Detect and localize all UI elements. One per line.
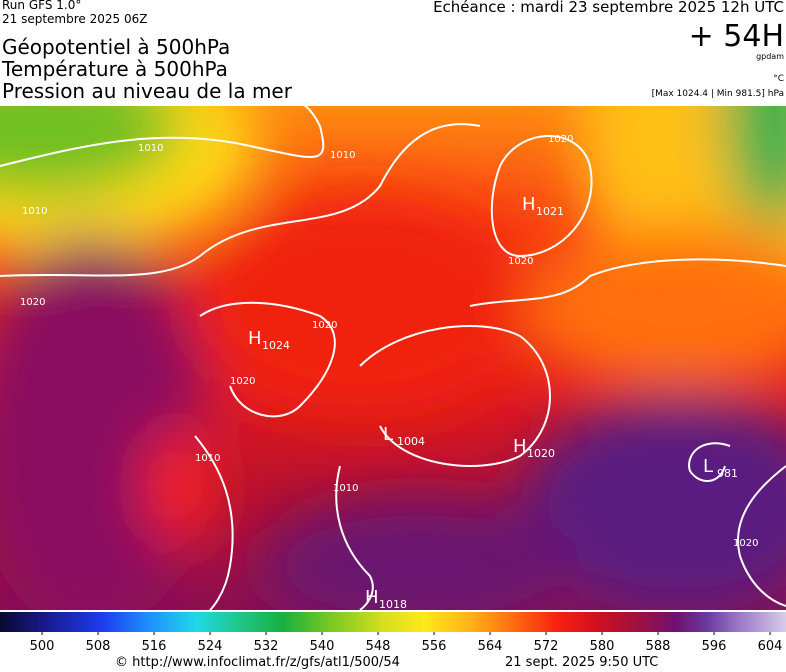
center-kind: L [383, 424, 393, 445]
isobars [0, 106, 786, 610]
tick-label: 604 [758, 639, 783, 654]
pressure-range: [Max 1024.4 | Min 981.5] hPa [651, 89, 784, 99]
center-value: 981 [717, 467, 738, 480]
tick-label: 540 [310, 639, 335, 654]
isobar-label: 1020 [548, 134, 573, 145]
tick-label: 524 [198, 639, 223, 654]
tick-label: 532 [254, 639, 279, 654]
title: Température à 500hPa [2, 57, 228, 81]
tick-label: 580 [590, 639, 615, 654]
lead: + 54H [688, 19, 784, 54]
temp-unit: °C [773, 74, 784, 84]
center-value: 1020 [527, 447, 555, 460]
tick-label: 556 [422, 639, 447, 654]
generated: 21 sept. 2025 9:50 UTC [505, 655, 659, 670]
isobar-label: 1020 [20, 297, 45, 308]
center-kind: H [365, 587, 379, 608]
center-kind: H [513, 436, 527, 457]
title: Pression au niveau de la mer [2, 79, 292, 103]
center-kind: H [522, 194, 536, 215]
colorbar-ticks: 500 508 516 524 532 540 548 556 564 572 580 588 596 6… [30, 632, 783, 654]
run: Run GFS 1.0° [2, 0, 82, 12]
forecast: Echéance : mardi 23 septembre 2025 12h U… [433, 0, 784, 16]
title: Géopotentiel à 500hPa [2, 35, 231, 59]
center-value: 1021 [536, 205, 564, 218]
isobar-label: 1010 [333, 483, 358, 494]
isobar-label: 1010 [330, 150, 355, 161]
isobar-label: 1010 [138, 143, 163, 154]
isobar-label: 1010 [195, 453, 220, 464]
isobar-label: 1020 [230, 376, 255, 387]
center-kind: L [703, 456, 713, 477]
isobar-label: 1020 [733, 538, 758, 549]
isobar-label: 1010 [22, 206, 47, 217]
tick-label: 548 [366, 639, 391, 654]
unit: gpdam [756, 52, 784, 61]
tick-label: 508 [86, 639, 111, 654]
center-value: 1024 [262, 339, 290, 352]
center-value: 1004 [397, 435, 425, 448]
isobar-label: 1020 [508, 256, 533, 267]
tick-label: 500 [30, 639, 55, 654]
tick-label: 564 [478, 639, 503, 654]
tick-label: 572 [534, 639, 559, 654]
isobar-label: 1020 [312, 320, 337, 331]
center-value: 1018 [379, 598, 407, 610]
tick-label: 516 [142, 639, 167, 654]
tick-label: 596 [702, 639, 727, 654]
source: © http://www.infoclimat.fr/z/gfs/atl1/50… [115, 655, 400, 670]
run-date: 21 septembre 2025 06Z [2, 12, 148, 26]
tick-label: 588 [646, 639, 671, 654]
colorbar [0, 612, 786, 632]
center-kind: H [248, 328, 262, 349]
